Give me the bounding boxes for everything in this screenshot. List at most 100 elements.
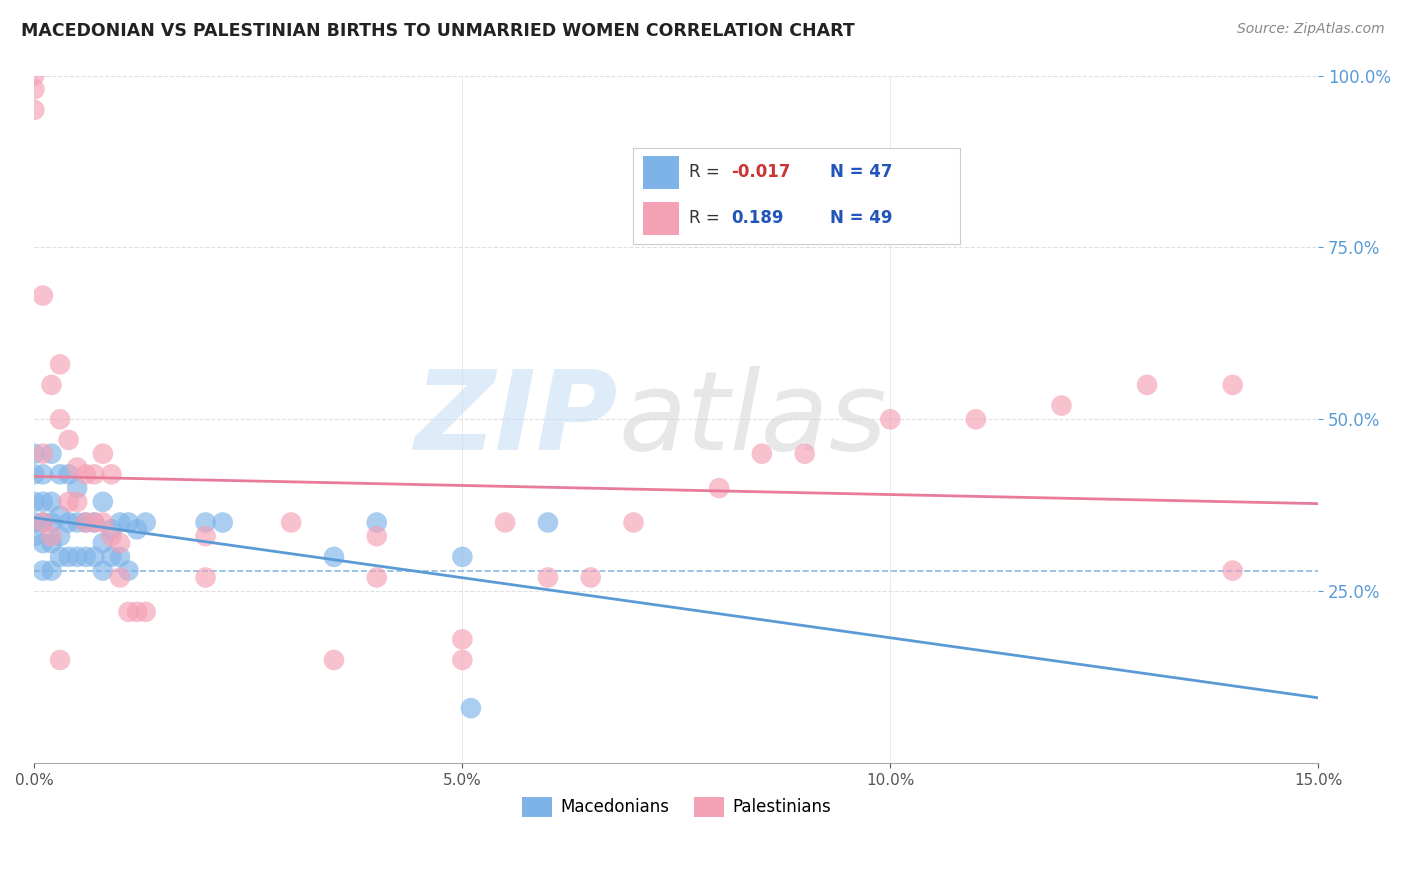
Point (1050, 399, 1073, 413)
Point (623, 516, 645, 530)
Point (49, 549, 72, 564)
Point (91, 447, 114, 461)
Point (91, 536, 114, 550)
Point (135, 516, 157, 530)
Point (32, 495, 55, 509)
Point (194, 570, 217, 584)
Text: N = 49: N = 49 (830, 210, 891, 227)
Point (41, 495, 63, 509)
Point (91, 516, 114, 530)
Point (280, 516, 302, 530)
Point (22, 69, 45, 83)
Point (49, 508, 72, 523)
Point (879, 412, 901, 426)
Point (49, 529, 72, 543)
Point (66, 495, 89, 509)
Point (58, 516, 80, 530)
Point (108, 516, 131, 530)
Point (707, 481, 730, 495)
Point (75, 516, 97, 530)
Point (32, 536, 55, 550)
Point (22, 516, 45, 530)
Point (49, 467, 72, 482)
Point (135, 605, 157, 619)
Point (194, 516, 217, 530)
Point (22, 447, 45, 461)
Point (49, 357, 72, 371)
Point (66, 481, 89, 495)
Text: MACEDONIAN VS PALESTINIAN BIRTHS TO UNMARRIED WOMEN CORRELATION CHART: MACEDONIAN VS PALESTINIAN BIRTHS TO UNMA… (21, 22, 855, 40)
Point (494, 516, 516, 530)
Point (58, 495, 80, 509)
Point (41, 536, 63, 550)
Point (117, 605, 139, 619)
Text: ZIP: ZIP (415, 366, 619, 473)
Point (1136, 378, 1159, 392)
Point (100, 467, 122, 482)
Point (41, 529, 63, 543)
Point (460, 701, 482, 715)
Point (579, 570, 602, 584)
Point (22, 103, 45, 117)
Point (58, 549, 80, 564)
Text: R =: R = (689, 210, 725, 227)
Point (41, 516, 63, 530)
Point (49, 653, 72, 667)
Point (117, 564, 139, 578)
Point (108, 570, 131, 584)
Point (22, 82, 45, 96)
Point (100, 522, 122, 536)
Point (66, 516, 89, 530)
Text: Source: ZipAtlas.com: Source: ZipAtlas.com (1237, 22, 1385, 37)
Text: atlas: atlas (619, 366, 887, 473)
Point (211, 516, 233, 530)
Legend: Macedonians, Palestinians: Macedonians, Palestinians (515, 790, 838, 823)
Point (83, 467, 105, 482)
Point (537, 570, 560, 584)
FancyBboxPatch shape (643, 156, 679, 188)
Point (127, 605, 149, 619)
FancyBboxPatch shape (643, 202, 679, 235)
Point (108, 536, 131, 550)
Point (22, 495, 45, 509)
Point (32, 516, 55, 530)
Text: -0.017: -0.017 (731, 163, 790, 181)
Point (58, 467, 80, 482)
Point (49, 412, 72, 426)
Point (965, 412, 987, 426)
Point (323, 653, 346, 667)
Point (83, 549, 105, 564)
Point (100, 529, 122, 543)
Point (41, 447, 63, 461)
Point (117, 516, 139, 530)
Point (32, 564, 55, 578)
Point (793, 447, 815, 461)
Point (75, 467, 97, 482)
Point (83, 516, 105, 530)
Point (75, 516, 97, 530)
Point (66, 460, 89, 475)
Point (58, 433, 80, 447)
Point (91, 495, 114, 509)
Point (451, 549, 474, 564)
Text: R =: R = (689, 163, 725, 181)
Point (66, 549, 89, 564)
Point (323, 549, 346, 564)
Text: N = 47: N = 47 (830, 163, 891, 181)
Text: 0.189: 0.189 (731, 210, 785, 227)
Point (751, 447, 773, 461)
Point (194, 529, 217, 543)
Point (32, 467, 55, 482)
Point (366, 529, 388, 543)
Point (32, 447, 55, 461)
Point (41, 564, 63, 578)
Point (22, 529, 45, 543)
Point (366, 570, 388, 584)
Point (32, 516, 55, 530)
Point (451, 653, 474, 667)
Point (537, 516, 560, 530)
Point (127, 522, 149, 536)
Point (1222, 564, 1244, 578)
Point (32, 288, 55, 302)
Point (366, 516, 388, 530)
